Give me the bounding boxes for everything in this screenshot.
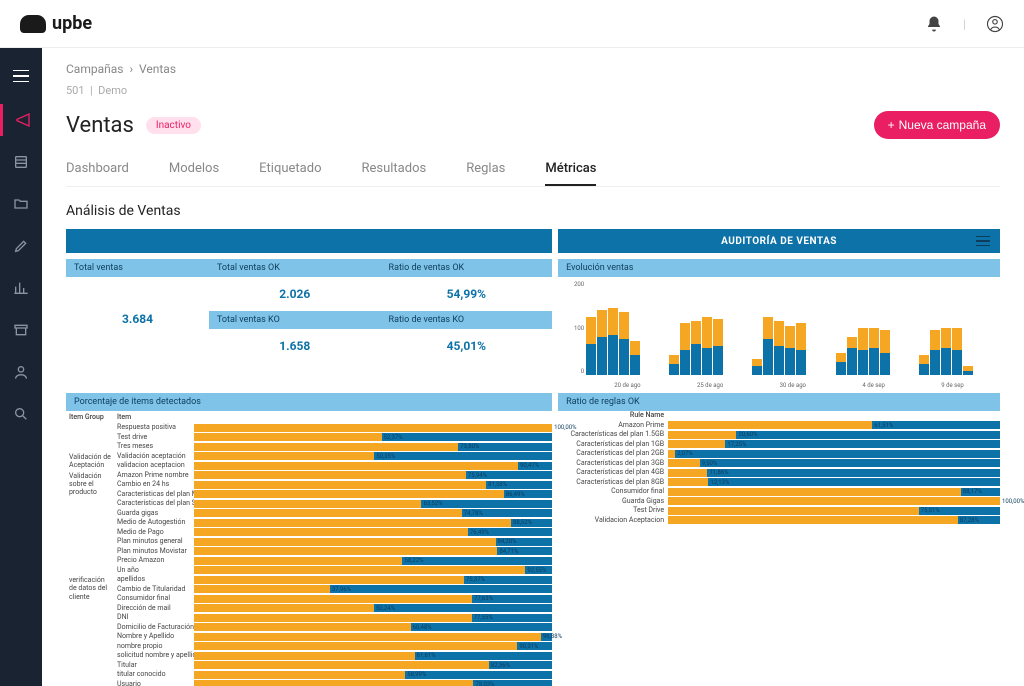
tab-métricas[interactable]: Métricas [545,153,596,186]
header-bar-right: AUDITORÍA DE VENTAS [558,229,1000,253]
section-title: Análisis de Ventas [66,203,1000,219]
kpi-ok-label: Total ventas OK [209,259,381,277]
sub-breadcrumb: 501 | Demo [66,84,1000,97]
kpi-block: Total ventas 3.684 Total ventas OK 2.026… [66,259,552,387]
topbar: upbe | [0,0,1024,48]
logo[interactable]: upbe [20,13,92,34]
sidebar-item-users[interactable] [0,356,42,388]
sidebar-item-edit[interactable] [0,230,42,262]
sidebar-item-list[interactable] [0,146,42,178]
logo-icon [20,15,46,33]
tab-etiquetado[interactable]: Etiquetado [259,153,321,186]
tabs: Dashboard Modelos Etiquetado Resultados Regl… [66,153,1000,187]
tab-resultados[interactable]: Resultados [361,153,426,186]
kpi-total-value: 3.684 [66,277,209,361]
items-groups: Validación de AceptaciónValidación sobre… [66,423,114,686]
tab-dashboard[interactable]: Dashboard [66,153,129,186]
kpi-ok-value: 2.026 [209,277,381,311]
items-bars: 100,00%52,37%73,80%50,35%90,47%75,94%81,… [194,423,552,686]
bell-icon[interactable] [925,15,943,33]
breadcrumb: Campañas › Ventas [66,62,1000,76]
items-header-item: Item [114,411,194,423]
menu-icon[interactable] [976,236,990,246]
breadcrumb-current: Ventas [139,62,176,76]
hamburger-icon[interactable] [0,58,42,94]
main-content: Campañas › Ventas 501 | Demo Ventas Inac… [42,48,1024,686]
evolution-bars: 20 de ago25 de ago30 de ago4 de sep9 de … [586,281,992,387]
kpi-ratio-ko-label: Ratio de ventas KO [381,311,553,329]
tab-reglas[interactable]: Reglas [466,153,505,186]
kpi-ko-label: Total ventas KO [209,311,381,329]
audit-title: AUDITORÍA DE VENTAS [721,236,837,247]
sidebar-item-search[interactable] [0,398,42,430]
sidebar-item-folder[interactable] [0,188,42,220]
sidebar [0,48,42,686]
rules-header: Rule Name [558,411,668,421]
user-icon[interactable] [986,15,1004,33]
page-title: Ventas [66,113,134,138]
sidebar-item-campaigns[interactable] [0,104,42,136]
rules-block: Ratio de reglas OK Rule Name Amazon Prim… [558,393,1000,686]
tab-modelos[interactable]: Modelos [169,153,219,186]
brand-name: upbe [52,13,92,34]
sidebar-item-archive[interactable] [0,314,42,346]
evolution-chart: Evolución ventas 2001000 20 de ago25 de … [558,259,1000,387]
rules-label: Ratio de reglas OK [558,393,1000,411]
kpi-total-label: Total ventas [66,259,209,277]
items-block: Porcentaje de items detectados Item Grou… [66,393,552,686]
items-label: Porcentaje de items detectados [66,393,552,411]
breadcrumb-root[interactable]: Campañas [66,62,123,76]
new-campaign-label: Nueva campaña [899,118,986,132]
evolution-label: Evolución ventas [558,259,1000,277]
kpi-ratio-ok-value: 54,99% [381,277,553,311]
header-bar-left [66,229,552,253]
new-campaign-button[interactable]: + Nueva campaña [874,111,1000,139]
sidebar-item-stats[interactable] [0,272,42,304]
campaign-name: Demo [98,84,127,97]
plus-icon: + [888,118,895,132]
evolution-xaxis: 20 de ago25 de ago30 de ago4 de sep9 de … [586,382,992,389]
rules-bars: 61,51%20,60%17,25%2,07%9,50%11,86%12,13%… [668,411,1000,525]
items-names: Respuesta positivaTest driveTres mesesVa… [114,423,194,686]
status-badge: Inactivo [146,117,201,134]
divider: | [963,17,966,31]
kpi-ratio-ko-value: 45,01% [381,329,553,363]
campaign-id: 501 [66,84,85,97]
kpi-ratio-ok-label: Ratio de ventas OK [381,259,553,277]
items-header-group: Item Group [66,411,114,423]
kpi-ko-value: 1.658 [209,329,381,363]
evolution-yaxis: 2001000 [566,281,584,387]
